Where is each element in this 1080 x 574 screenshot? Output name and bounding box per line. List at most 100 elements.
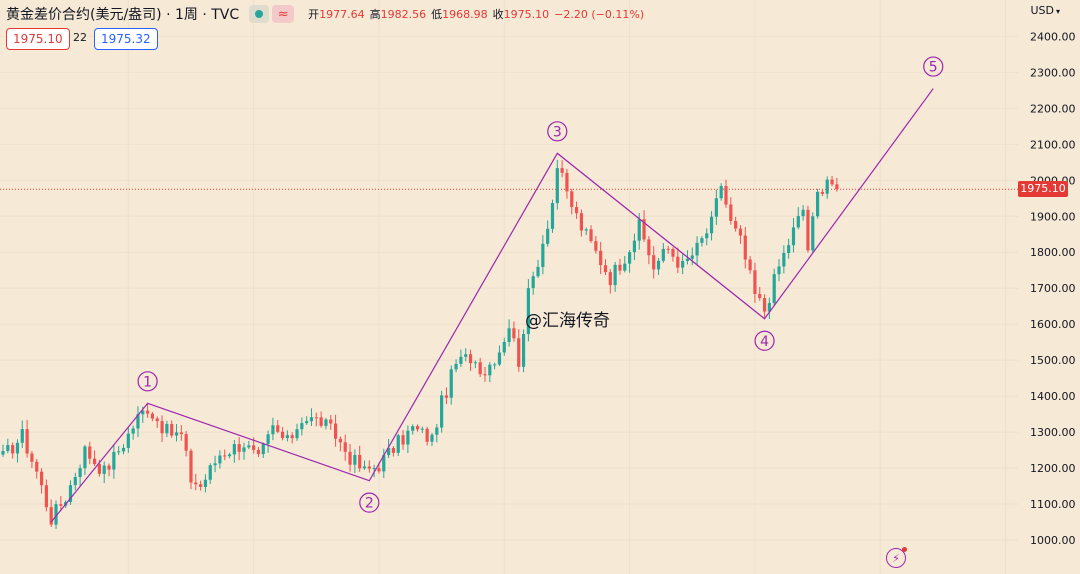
candle — [772, 268, 776, 307]
candle — [738, 225, 743, 244]
candle — [382, 448, 386, 478]
candle — [777, 259, 781, 282]
candle — [223, 449, 227, 461]
candle — [411, 424, 415, 435]
candle — [227, 452, 232, 459]
candle — [671, 247, 675, 262]
candle — [73, 472, 77, 491]
candle — [502, 337, 506, 356]
candle — [550, 199, 555, 233]
candle — [430, 432, 434, 447]
candle — [695, 236, 699, 265]
wave-label-5[interactable]: 5 — [923, 56, 944, 77]
candle — [54, 500, 58, 529]
instrument-title[interactable]: 黄金差价合约(美元/盎司) · 1周 · TVC — [6, 7, 240, 23]
candle — [449, 365, 453, 405]
candle — [203, 474, 208, 493]
candle — [762, 294, 767, 319]
candle — [493, 362, 497, 370]
candle — [208, 463, 212, 484]
candle — [709, 211, 714, 241]
candle — [536, 259, 540, 278]
wave-label-3[interactable]: 3 — [547, 121, 568, 142]
candle — [117, 446, 121, 456]
wave-label-1[interactable]: 1 — [137, 371, 158, 392]
candle — [705, 228, 709, 246]
candle — [179, 425, 183, 441]
candle — [546, 220, 550, 247]
candle — [579, 209, 583, 237]
candle — [112, 444, 116, 479]
y-tick-label: 2200.00 — [1030, 102, 1076, 115]
lightning-icon[interactable]: ⚡ — [886, 547, 907, 568]
candle — [155, 416, 159, 428]
candle — [652, 246, 656, 279]
y-tick-label: 1000.00 — [1030, 534, 1076, 547]
candle — [68, 480, 73, 506]
wave-label-4[interactable]: 4 — [754, 330, 775, 351]
candle — [59, 496, 63, 512]
y-tick-label: 1500.00 — [1030, 354, 1076, 367]
currency-label: USD — [1030, 4, 1054, 17]
wave-label-2[interactable]: 2 — [359, 492, 380, 513]
candle — [714, 189, 718, 225]
candle — [613, 261, 617, 292]
candle — [314, 412, 318, 427]
candle — [584, 227, 588, 236]
candle — [121, 444, 126, 455]
current-price-label: 1975.10 — [1018, 181, 1068, 198]
candle — [276, 419, 280, 434]
buy-price-button[interactable]: 1975.32 — [94, 28, 158, 50]
candle — [391, 446, 396, 457]
currency-selector[interactable]: USD ▾ — [1030, 4, 1060, 17]
candle — [406, 425, 410, 453]
candle — [333, 414, 338, 447]
candle — [464, 348, 468, 362]
candle — [353, 449, 357, 473]
wave-icon[interactable]: ≈ — [272, 5, 295, 23]
svg-text:4: 4 — [760, 334, 769, 350]
dot-icon[interactable] — [249, 5, 270, 23]
candle — [666, 245, 670, 254]
candle — [521, 329, 526, 373]
candle — [319, 411, 323, 428]
candle — [92, 450, 97, 466]
candle — [473, 360, 477, 369]
candle — [189, 448, 193, 490]
candle — [801, 205, 805, 221]
candle — [15, 439, 20, 463]
candle — [396, 433, 400, 456]
candle — [700, 236, 704, 247]
candle — [618, 258, 622, 275]
ohlc-open: 开1977.64 — [308, 8, 365, 21]
candle — [261, 442, 265, 458]
candle — [194, 473, 198, 491]
ohlc-low: 低1968.98 — [431, 8, 488, 21]
candle — [806, 205, 810, 253]
candle — [146, 403, 150, 418]
candle — [758, 286, 762, 301]
candle — [512, 321, 516, 342]
candle — [25, 419, 29, 458]
candle — [767, 297, 771, 320]
candle — [782, 245, 786, 274]
svg-text:1: 1 — [143, 374, 152, 390]
candle — [213, 455, 217, 473]
candle — [184, 430, 188, 457]
candle — [681, 254, 685, 275]
candle — [459, 349, 463, 368]
svg-text:3: 3 — [553, 124, 562, 140]
candle — [787, 238, 791, 259]
candle — [483, 366, 487, 382]
chevron-down-icon: ▾ — [1055, 7, 1060, 16]
candle — [329, 415, 333, 430]
candle — [815, 188, 820, 219]
candle — [165, 420, 169, 438]
candle — [468, 349, 473, 371]
candle — [444, 387, 449, 405]
sell-price-button[interactable]: 1975.10 — [6, 28, 70, 50]
candle — [642, 210, 646, 242]
candle — [88, 441, 92, 465]
candle — [497, 345, 502, 366]
